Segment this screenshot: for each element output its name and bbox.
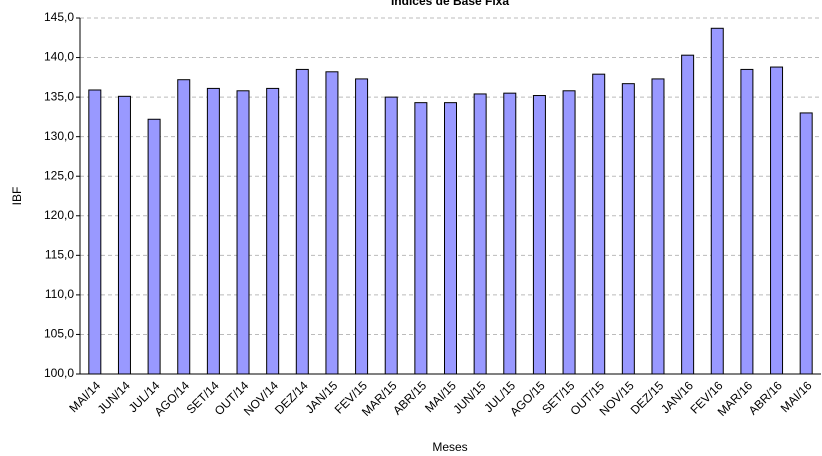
bar: [710, 27, 724, 375]
y-tick-label: 145,0: [44, 10, 74, 24]
bar: [799, 112, 813, 375]
x-tick-label: ABR/16: [746, 378, 785, 417]
bar: [621, 83, 635, 375]
chart-title: Índices de Base Fixa: [391, 0, 509, 8]
y-tick-label: 130,0: [44, 129, 74, 143]
bar: [444, 102, 457, 375]
bar: [147, 118, 161, 375]
x-tick-label: JUN/14: [95, 378, 133, 416]
bar: [473, 93, 487, 375]
x-tick-label: DEZ/14: [272, 378, 311, 417]
bar: [206, 87, 220, 375]
bar: [88, 89, 102, 375]
x-tick-label: ABR/15: [390, 378, 429, 417]
bar: [740, 68, 754, 375]
x-tick-label: DEZ/15: [628, 378, 667, 417]
bar: [681, 54, 695, 375]
bar: [355, 78, 369, 375]
y-tick-label: 110,0: [45, 287, 74, 301]
y-tick-label: 125,0: [44, 168, 74, 182]
bar: [236, 90, 250, 375]
bar: [295, 68, 309, 375]
bar: [651, 78, 665, 375]
bar: [592, 73, 606, 375]
y-tick-label: 135,0: [44, 89, 74, 103]
bar: [117, 95, 131, 375]
bar: [562, 90, 576, 375]
y-tick-label: 120,0: [44, 208, 74, 222]
y-axis-label: IBF: [10, 187, 24, 206]
y-tick-label: 105,0: [44, 327, 74, 341]
bar: [414, 102, 428, 375]
bar: [177, 79, 191, 375]
y-tick-label: 140,0: [44, 50, 74, 64]
bar: [325, 71, 339, 375]
bar: [503, 92, 517, 375]
bar: [770, 66, 784, 375]
y-tick-label: 115,0: [45, 248, 74, 262]
y-tick-label: 100,0: [44, 366, 74, 380]
bar: [532, 95, 546, 375]
x-tick-label: JUN/15: [450, 378, 488, 416]
x-axis-label: Meses: [432, 440, 467, 454]
bar: [266, 87, 280, 375]
bar: [384, 96, 398, 375]
x-tick-label: MAI/16: [778, 378, 815, 415]
